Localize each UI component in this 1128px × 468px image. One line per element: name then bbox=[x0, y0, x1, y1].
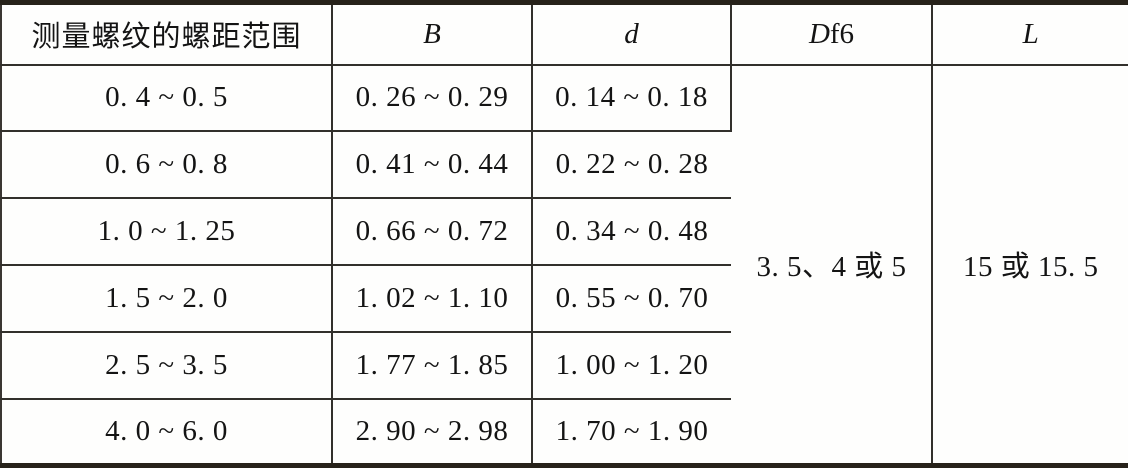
d-value-cell: 1. 00 ~ 1. 20 bbox=[532, 331, 731, 400]
d-value-cell: 0. 22 ~ 0. 28 bbox=[532, 131, 731, 200]
table-row: 1. 5 ~ 2. 0 1. 02 ~ 1. 10 0. 55 ~ 0. 70 bbox=[1, 264, 1128, 333]
header-row: 测量螺纹的螺距范围 B d Df6 L bbox=[1, 2, 1128, 66]
header-l: L bbox=[932, 2, 1128, 66]
header-b: B bbox=[332, 2, 533, 66]
table-row: 0. 4 ~ 0. 5 0. 26 ~ 0. 29 0. 14 ~ 0. 18 … bbox=[1, 64, 1128, 466]
b-value-cell: 0. 26 ~ 0. 29 bbox=[332, 64, 533, 133]
d-value-cell: 0. 34 ~ 0. 48 bbox=[532, 198, 731, 266]
df6-merged-cell: 3. 5、4 或 5 bbox=[731, 64, 933, 466]
b-value-cell: 2. 90 ~ 2. 98 bbox=[332, 398, 533, 467]
table-row: 2. 5 ~ 3. 5 1. 77 ~ 1. 85 1. 00 ~ 1. 20 bbox=[1, 331, 1128, 400]
l-merged-cell: 15 或 15. 5 bbox=[962, 251, 1099, 284]
header-d: d bbox=[532, 2, 732, 66]
table-row: 0. 6 ~ 0. 8 0. 41 ~ 0. 44 0. 22 ~ 0. 28 bbox=[1, 131, 1128, 200]
b-value-cell: 0. 41 ~ 0. 44 bbox=[332, 131, 533, 200]
header-df6: Df6 bbox=[731, 2, 933, 66]
pitch-range-cell: 0. 4 ~ 0. 5 bbox=[1, 64, 333, 133]
pitch-range-cell: 1. 5 ~ 2. 0 bbox=[1, 264, 333, 333]
pitch-range-cell: 4. 0 ~ 6. 0 bbox=[1, 398, 333, 467]
pitch-range-cell: 1. 0 ~ 1. 25 bbox=[1, 198, 333, 266]
pitch-range-cell: 0. 6 ~ 0. 8 bbox=[1, 131, 333, 200]
d-value-cell: 0. 14 ~ 0. 18 bbox=[532, 64, 732, 133]
table-row: 1. 0 ~ 1. 25 0. 66 ~ 0. 72 0. 34 ~ 0. 48 bbox=[1, 198, 1128, 266]
header-df6-upright-part: f6 bbox=[829, 17, 855, 50]
d-value-cell: 0. 55 ~ 0. 70 bbox=[532, 264, 731, 333]
b-value-cell: 1. 77 ~ 1. 85 bbox=[332, 331, 533, 400]
header-df6-italic-part: D bbox=[808, 17, 830, 50]
b-value-cell: 1. 02 ~ 1. 10 bbox=[332, 264, 533, 333]
pitch-range-cell: 2. 5 ~ 3. 5 bbox=[1, 331, 333, 400]
header-pitch-range: 测量螺纹的螺距范围 bbox=[1, 2, 333, 66]
d-value-cell: 1. 70 ~ 1. 90 bbox=[532, 398, 731, 467]
b-value-cell: 0. 66 ~ 0. 72 bbox=[332, 198, 533, 266]
table-row: 4. 0 ~ 6. 0 2. 90 ~ 2. 98 1. 70 ~ 1. 90 bbox=[1, 398, 1128, 467]
